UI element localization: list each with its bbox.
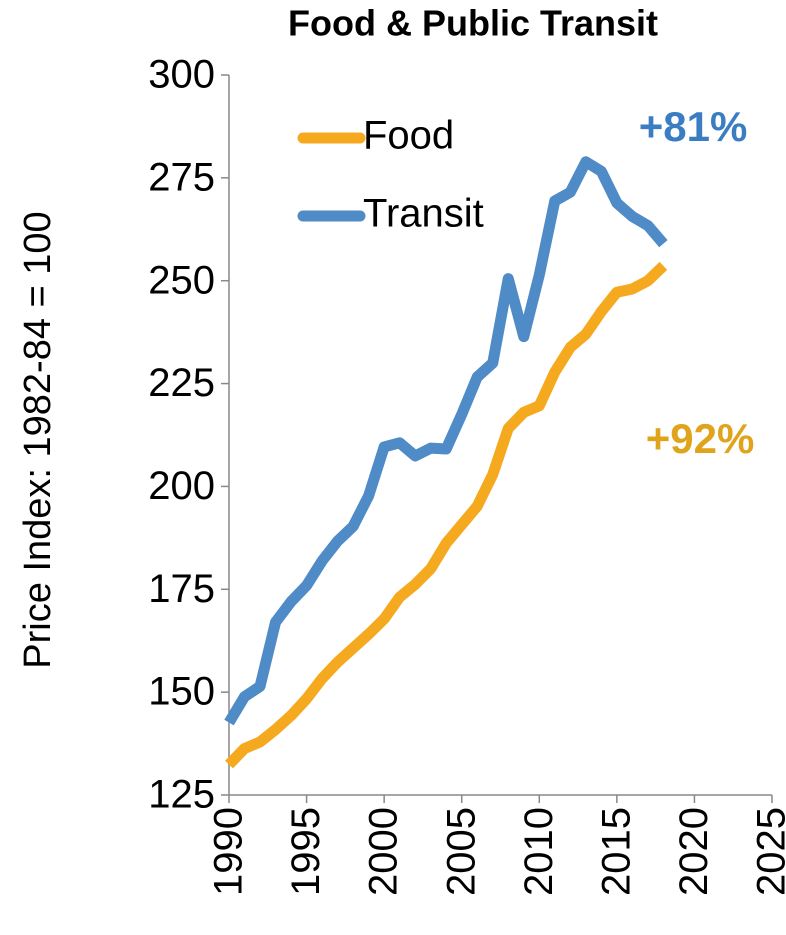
x-tick-label: 2010 — [517, 807, 561, 896]
x-tick-label: 2025 — [750, 807, 786, 896]
y-tick-label: 125 — [148, 773, 215, 817]
annotation: +81% — [639, 103, 748, 150]
y-tick-label: 225 — [148, 361, 215, 405]
y-tick-label: 200 — [148, 464, 215, 508]
x-tick-label: 1995 — [284, 807, 328, 896]
y-tick-label: 300 — [148, 53, 215, 97]
x-tick-label: 2020 — [672, 807, 716, 896]
y-tick-label: 275 — [148, 155, 215, 199]
legend-label: Food — [363, 114, 454, 158]
legend-label: Transit — [363, 192, 484, 236]
y-axis-label: Price Index: 1982-84 = 100 — [17, 211, 59, 668]
x-tick-label: 2015 — [594, 807, 638, 896]
data-line — [224, 156, 668, 726]
y-tick-label: 150 — [148, 670, 215, 714]
y-tick-label: 250 — [148, 258, 215, 302]
chart-title: Food & Public Transit — [288, 3, 658, 44]
data-line — [225, 261, 668, 769]
annotation: +92% — [646, 415, 755, 462]
y-tick-label: 175 — [148, 567, 215, 611]
x-tick-label: 1990 — [207, 807, 251, 896]
x-tick-label: 2005 — [439, 807, 483, 896]
x-tick-label: 2000 — [362, 807, 406, 896]
